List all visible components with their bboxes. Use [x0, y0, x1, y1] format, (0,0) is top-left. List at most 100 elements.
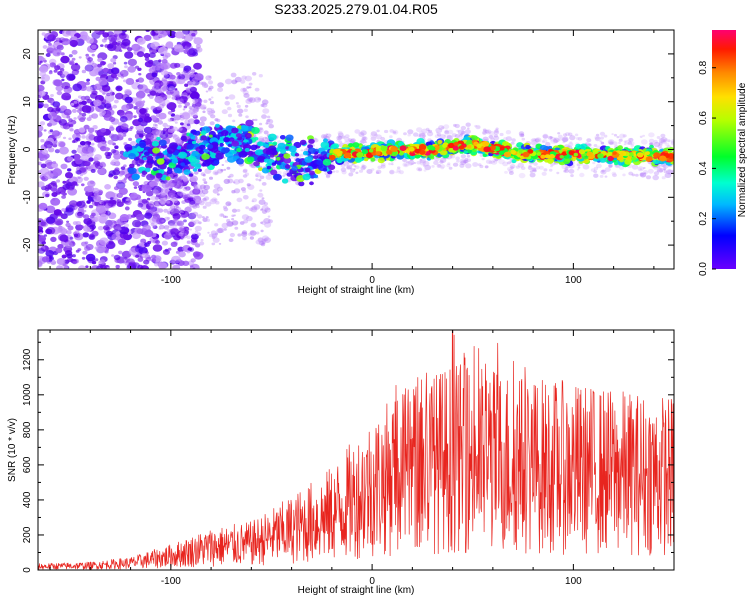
spectral-blob — [252, 118, 255, 122]
spectral-blob — [223, 228, 227, 231]
spectral-blob — [154, 196, 160, 200]
spectral-blob — [485, 159, 492, 164]
spectral-blob — [242, 174, 248, 178]
spectral-blob — [209, 121, 215, 126]
spectral-blob — [189, 220, 196, 226]
spectral-blob — [441, 126, 445, 129]
spectral-blob — [279, 135, 286, 140]
spectral-blob — [80, 31, 85, 36]
spectral-blob — [408, 146, 415, 152]
spectral-blob — [108, 34, 118, 42]
spectral-blob — [354, 157, 362, 163]
spectral-blob — [172, 264, 181, 269]
spectral-blob — [271, 162, 277, 166]
spectral-blob — [494, 158, 499, 162]
spectral-blob — [242, 169, 248, 174]
spectral-blob — [488, 134, 494, 139]
spectral-blob — [200, 135, 207, 141]
spectral-blob — [62, 136, 67, 140]
spectral-blob — [178, 232, 184, 237]
spectral-blob — [285, 134, 294, 141]
spectral-blob — [60, 191, 65, 195]
spectral-blob — [323, 138, 328, 143]
spectral-blob — [601, 169, 605, 173]
spectral-blob — [314, 139, 319, 143]
spectral-blob — [321, 134, 327, 139]
spectral-blob — [600, 136, 604, 140]
spectral-blob — [178, 151, 188, 159]
spectral-blob — [119, 116, 128, 123]
spectral-blob — [639, 172, 645, 176]
spectral-blob — [448, 166, 453, 170]
spectral-blob — [656, 169, 660, 173]
spectral-blob — [309, 181, 314, 186]
spectral-blob — [553, 139, 558, 144]
spectral-blob — [212, 237, 220, 243]
spectral-blob — [195, 184, 202, 190]
spectral-blob — [624, 139, 631, 145]
spectral-blob — [419, 160, 427, 166]
spectral-blob — [125, 78, 135, 85]
spectral-blob — [99, 112, 105, 117]
spectral-blob — [74, 176, 83, 184]
spectral-blob — [161, 103, 166, 107]
spectral-blob — [77, 207, 84, 212]
spectral-blob — [173, 44, 184, 53]
spectral-blob — [163, 232, 172, 240]
spectral-blob — [179, 112, 185, 117]
spectral-blob — [198, 200, 205, 206]
spectral-blob — [639, 168, 642, 171]
spectral-blob — [72, 83, 82, 92]
spectral-blob — [248, 86, 252, 89]
spectral-blob — [222, 205, 228, 209]
spectral-blob — [224, 78, 233, 85]
spectral-blob — [38, 130, 43, 138]
spectral-blob — [118, 250, 123, 255]
spectral-blob — [258, 178, 262, 182]
spectral-blob — [86, 78, 90, 82]
spectral-blob — [103, 146, 110, 152]
spectral-blob — [59, 68, 65, 72]
spectral-blob — [171, 133, 177, 138]
spectral-blob — [41, 76, 45, 80]
spectral-blob — [535, 138, 540, 143]
spectral-blob — [70, 63, 81, 72]
spectral-blob — [76, 109, 82, 113]
spectral-blob — [391, 161, 394, 164]
spectral-blob — [328, 164, 336, 171]
spectral-blob — [89, 224, 96, 230]
spectral-blob — [471, 135, 478, 141]
spectral-blob — [108, 133, 115, 139]
spectral-blob — [188, 48, 198, 56]
spectral-blob — [594, 136, 601, 142]
spectral-blob — [192, 168, 198, 172]
spectral-blob — [55, 37, 60, 41]
spectral-blob — [261, 238, 267, 243]
spectral-blob — [208, 98, 212, 101]
spectral-blob — [162, 122, 168, 128]
spectral-blob — [211, 242, 216, 246]
x-tick-label: 100 — [565, 275, 582, 286]
spectral-blob — [358, 132, 365, 137]
spectral-blob — [114, 167, 120, 172]
spectral-blob — [191, 140, 197, 145]
spectral-blob — [55, 247, 63, 254]
spectral-blob — [152, 189, 159, 195]
spectral-blob — [83, 214, 90, 220]
spectral-blob — [94, 215, 102, 222]
spectral-blob — [249, 236, 254, 240]
spectral-blob — [178, 227, 183, 231]
spectral-blob — [253, 161, 260, 167]
spectral-blob — [586, 138, 592, 143]
spectral-blob — [81, 105, 92, 113]
spectral-blob — [246, 183, 251, 187]
spectral-blob — [631, 173, 636, 177]
spectral-blob — [529, 170, 534, 173]
spectral-blob — [155, 131, 161, 135]
spectral-blob — [149, 90, 157, 96]
spectral-blob — [153, 134, 158, 139]
spectral-blob — [247, 184, 255, 191]
spectral-blob — [466, 149, 473, 154]
spectral-blob — [542, 134, 548, 139]
spectral-blob — [349, 140, 352, 143]
